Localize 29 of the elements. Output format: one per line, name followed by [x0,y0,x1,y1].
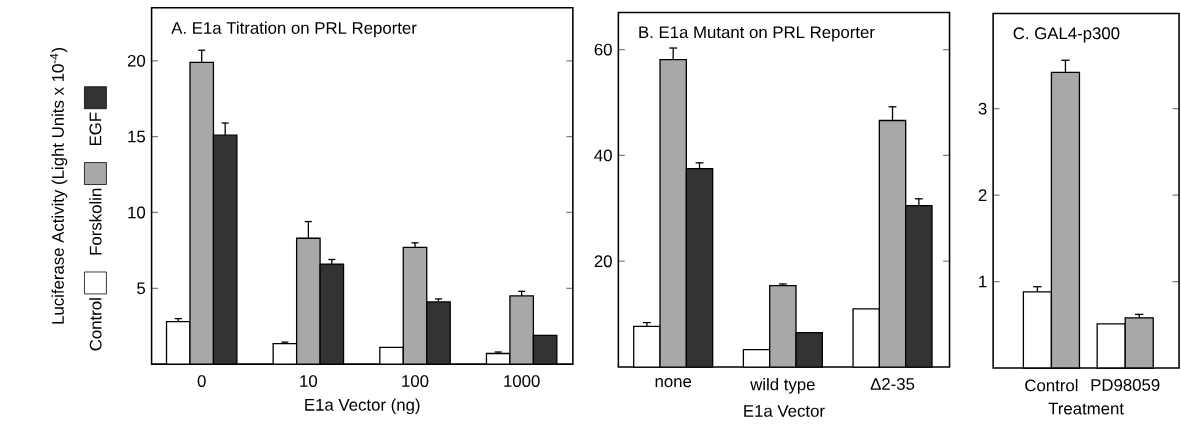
y-tick-label: 5 [137,282,146,295]
x-tick-label: none [655,377,692,388]
y-tick-label: 15 [128,130,146,143]
x-axis-title: E1a Vector (ng) [305,398,420,415]
x-tick-label: 1000 [504,375,540,387]
y-axis-title: Luciferase Activity (Light Units x 10$^{-4}$) [50,47,68,324]
y-tick-label: 1 [979,275,987,288]
text: A. E1a Titration on PRL Reporter [171,21,417,38]
y-tick-label: 10 [128,206,146,219]
legend-label: EGF [89,112,102,146]
legend-label: Forskolin [89,188,102,255]
y-tick-label: 20 [127,54,146,67]
x-tick-label: Control [1025,378,1078,392]
x-axis-title: E1a Vector [744,405,825,417]
x-tick-label: 10 [300,375,318,387]
x-tick-label: PD98059 [1091,378,1160,391]
legend-label: Control [89,298,102,351]
text: C. GAL4-p300 [1013,27,1120,43]
y-tick-label: 2 [978,189,987,201]
y-tick-label: 3 [978,102,987,115]
x-tick-label: wild type [750,377,815,394]
x-tick-label: 0 [197,375,206,387]
y-tick-label: 40 [594,149,612,162]
y-tick-label: 20 [594,255,612,268]
x-axis-title: Treatment [1048,402,1124,415]
y-tick-label: 60 [594,43,612,56]
x-tick-label: Δ2-35 [870,377,915,390]
text: B. E1a Mutant on PRL Reporter [639,26,875,42]
x-tick-label: 100 [402,375,429,387]
